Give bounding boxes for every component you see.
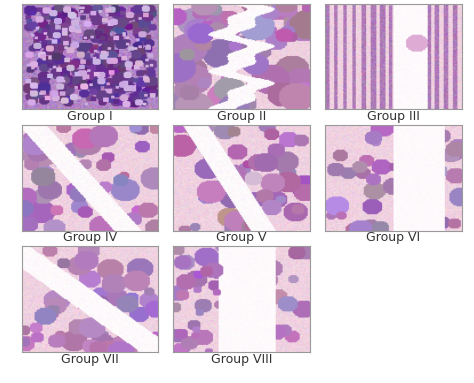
Text: Group V: Group V: [217, 231, 267, 244]
Text: Group IV: Group IV: [63, 231, 117, 244]
Text: Group I: Group I: [67, 110, 113, 123]
Text: Group VII: Group VII: [61, 353, 119, 366]
Text: Group III: Group III: [367, 110, 420, 123]
Text: Group VI: Group VI: [366, 231, 420, 244]
Text: Group II: Group II: [217, 110, 266, 123]
Text: Group VIII: Group VIII: [211, 353, 273, 366]
